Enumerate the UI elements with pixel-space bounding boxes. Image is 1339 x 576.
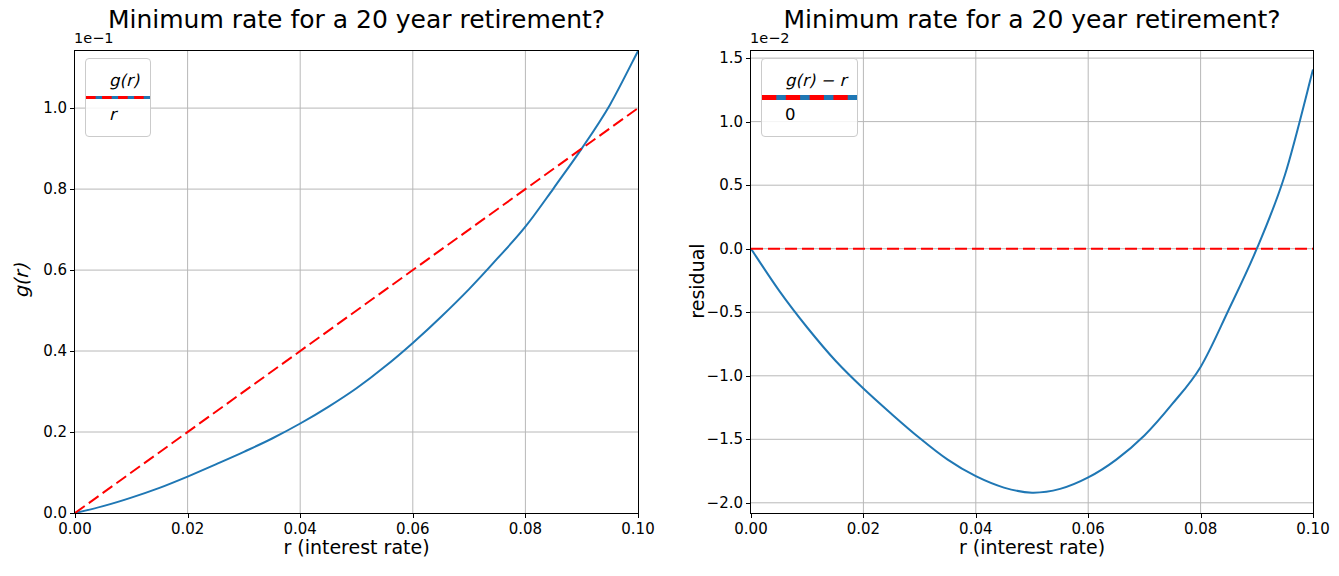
right-chart-title: Minimum rate for a 20 year retirement? <box>750 6 1314 35</box>
y-tick-label: −1.0 <box>707 367 743 385</box>
y-tick-mark <box>746 312 751 313</box>
right-y-axis-label: residual <box>686 243 708 318</box>
series-line-0 <box>75 51 638 513</box>
y-tick-mark <box>746 439 751 440</box>
figure: Minimum rate for a 20 year retirement? M… <box>0 0 1339 576</box>
x-tick-mark <box>525 513 526 518</box>
y-tick-mark <box>70 432 75 433</box>
y-tick-mark <box>746 185 751 186</box>
y-tick-mark <box>70 108 75 109</box>
left-chart-title: Minimum rate for a 20 year retirement? <box>74 6 639 35</box>
y-tick-label: 0.6 <box>43 261 67 279</box>
y-tick-label: 0.4 <box>43 342 67 360</box>
legend-entry: r <box>97 101 139 128</box>
y-tick-label: 0.0 <box>719 240 743 258</box>
y-tick-mark <box>70 270 75 271</box>
x-tick-mark <box>863 513 864 518</box>
y-tick-mark <box>746 122 751 123</box>
x-tick-mark <box>1088 513 1089 518</box>
right-plot-area: 1e−2 g(r) − r0 0.000.020.040.060.080.10−… <box>750 50 1314 514</box>
right-x-axis-label: r (interest rate) <box>750 536 1314 558</box>
series-line-1 <box>75 108 638 513</box>
left-legend: g(r)r <box>85 58 151 137</box>
y-tick-label: −2.0 <box>707 494 743 512</box>
y-tick-mark <box>70 513 75 514</box>
y-tick-mark <box>746 58 751 59</box>
y-tick-mark <box>70 189 75 190</box>
x-tick-mark <box>300 513 301 518</box>
x-tick-mark <box>1201 513 1202 518</box>
left-plot-area: 1e−1 g(r)r 0.000.020.040.060.080.100.00.… <box>74 50 639 514</box>
legend-line-sample <box>762 59 857 136</box>
left-plot-canvas <box>75 51 638 513</box>
y-tick-label: −1.5 <box>707 430 743 448</box>
right-legend: g(r) − r0 <box>761 58 858 137</box>
y-tick-label: −0.5 <box>707 303 743 321</box>
x-tick-mark <box>976 513 977 518</box>
y-tick-mark <box>746 376 751 377</box>
y-tick-label: 0.2 <box>43 423 67 441</box>
legend-line-sample <box>86 59 150 136</box>
x-tick-mark <box>1313 513 1314 518</box>
y-tick-mark <box>746 249 751 250</box>
x-tick-mark <box>75 513 76 518</box>
y-tick-label: 1.0 <box>719 113 743 131</box>
legend-entry: 0 <box>773 101 846 128</box>
left-y-axis-label: g(r) <box>10 264 32 299</box>
left-x-axis-label: r (interest rate) <box>74 536 639 558</box>
x-tick-mark <box>413 513 414 518</box>
y-tick-label: 1.5 <box>719 49 743 67</box>
right-axis-offset-text: 1e−2 <box>750 30 790 46</box>
y-tick-label: 0.8 <box>43 180 67 198</box>
x-tick-mark <box>188 513 189 518</box>
y-tick-mark <box>746 503 751 504</box>
y-tick-label: 0.0 <box>43 504 67 522</box>
x-tick-mark <box>638 513 639 518</box>
left-axis-offset-text: 1e−1 <box>74 30 114 46</box>
y-tick-mark <box>70 351 75 352</box>
x-tick-mark <box>751 513 752 518</box>
y-tick-label: 0.5 <box>719 176 743 194</box>
y-tick-label: 1.0 <box>43 99 67 117</box>
